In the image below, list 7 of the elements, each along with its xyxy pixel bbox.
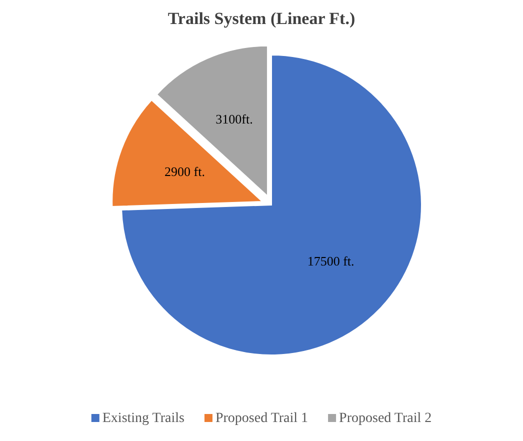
legend-label: Existing Trails [102, 411, 184, 426]
data-label: 17500 ft. [307, 253, 354, 268]
data-label: 3100ft. [216, 111, 253, 126]
legend-label: Proposed Trail 2 [339, 411, 432, 426]
legend-label: Proposed Trail 1 [215, 411, 308, 426]
chart-title: Trails System (Linear Ft.) [168, 9, 356, 28]
data-label: 2900 ft. [164, 164, 205, 179]
